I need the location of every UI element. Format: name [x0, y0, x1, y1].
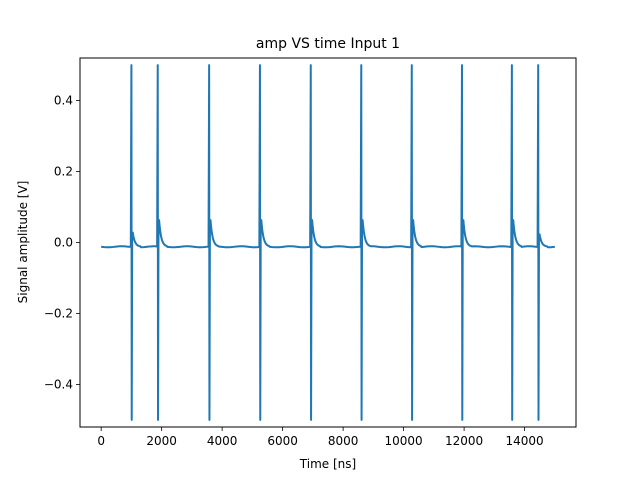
chart-title: amp VS time Input 1 [256, 36, 400, 52]
x-tick-label: 0 [97, 434, 105, 448]
y-axis: −0.4 −0.2 0.0 0.2 0.4 [44, 94, 80, 391]
y-tick-label: 0.4 [54, 94, 73, 108]
x-tick-label: 12000 [445, 434, 483, 448]
x-axis-label: Time [ns] [299, 457, 356, 471]
y-tick-label: 0.0 [54, 236, 73, 250]
y-tick-label: 0.2 [54, 165, 73, 179]
y-tick-label: −0.4 [44, 377, 73, 391]
x-tick-label: 8000 [328, 434, 359, 448]
series-line [101, 64, 555, 421]
y-tick-label: −0.2 [44, 306, 73, 320]
y-axis-label: Signal amplitude [V] [16, 181, 30, 304]
x-tick-label: 4000 [207, 434, 238, 448]
x-tick-label: 6000 [267, 434, 298, 448]
x-tick-label: 14000 [505, 434, 543, 448]
x-tick-label: 10000 [385, 434, 423, 448]
x-axis: 0 2000 4000 6000 8000 10000 12000 14000 [97, 427, 544, 448]
plot-area [101, 64, 555, 421]
x-tick-label: 2000 [146, 434, 177, 448]
